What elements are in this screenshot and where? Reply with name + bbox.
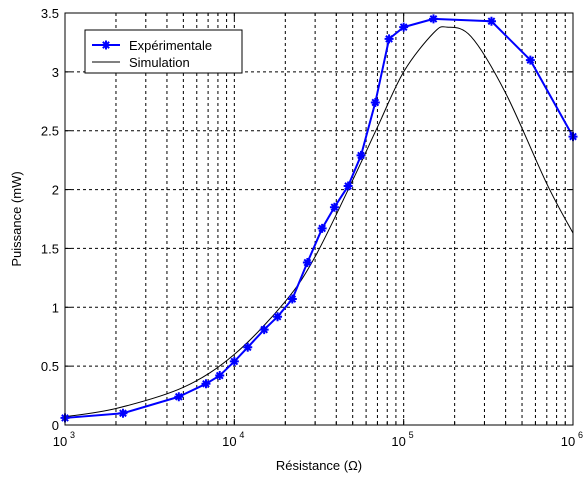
plot-frame xyxy=(64,12,574,426)
series-line-experimentale xyxy=(64,17,574,419)
tick-marks xyxy=(64,12,574,426)
legend-box xyxy=(84,29,243,74)
legend-label-simulation: Simulation xyxy=(129,55,190,70)
data-point-experimentale xyxy=(486,16,496,26)
grid xyxy=(65,13,573,425)
y-tick-label: 2 xyxy=(52,183,59,198)
data-point-experimentale xyxy=(329,202,339,212)
data-point-experimentale xyxy=(525,55,535,65)
series-line-simulation xyxy=(64,26,574,418)
data-point-experimentale xyxy=(317,223,327,233)
data-point-experimentale xyxy=(370,97,380,107)
data-point-experimentale xyxy=(229,356,239,366)
data-point-experimentale xyxy=(118,408,128,418)
legend-label-experimentale: Expérimentale xyxy=(129,38,212,53)
y-tick-label: 0.5 xyxy=(41,359,59,374)
y-tick-label: 3.5 xyxy=(41,6,59,21)
tick-labels: 00.511.522.533.510 3 10 4 10 5 10 6 xyxy=(41,6,583,449)
data-point-experimentale xyxy=(384,34,394,44)
x-tick-label-exponent: 3 xyxy=(70,430,75,440)
data-point-experimentale xyxy=(343,181,353,191)
data-point-experimentale xyxy=(287,294,297,304)
legend-marker-experimentale xyxy=(101,40,111,50)
legend-star-icon xyxy=(101,40,111,50)
x-axis-label: Résistance (Ω) xyxy=(276,458,362,473)
data-point-experimentale xyxy=(399,22,409,32)
data-point-experimentale xyxy=(201,379,211,389)
x-tick-label-exponent: 4 xyxy=(239,430,244,440)
data-point-experimentale xyxy=(174,392,184,402)
x-tick-label: 10 4 xyxy=(222,430,244,449)
x-tick-label-exponent: 5 xyxy=(409,430,414,440)
x-tick-label: 10 3 xyxy=(53,430,75,449)
legend: Expérimentale Simulation xyxy=(84,29,243,74)
data-point-experimentale xyxy=(302,258,312,268)
plot-area xyxy=(65,13,573,425)
y-tick-label: 1.5 xyxy=(41,241,59,256)
data-point-experimentale xyxy=(356,150,366,160)
y-tick-label: 3 xyxy=(52,65,59,80)
data-point-experimentale xyxy=(215,371,225,381)
x-tick-label-base: 10 xyxy=(391,434,405,449)
x-tick-label: 10 6 xyxy=(561,430,583,449)
data-point-experimentale xyxy=(428,14,438,24)
data-point-experimentale xyxy=(243,342,253,352)
x-tick-label-base: 10 xyxy=(561,434,575,449)
x-tick-label-exponent: 6 xyxy=(578,430,583,440)
y-tick-label: 0 xyxy=(52,418,59,433)
data-point-experimentale xyxy=(259,325,269,335)
y-tick-label: 2.5 xyxy=(41,124,59,139)
y-tick-label: 1 xyxy=(52,300,59,315)
x-tick-label-base: 10 xyxy=(222,434,236,449)
x-tick-label-base: 10 xyxy=(53,434,67,449)
y-axis-label: Puissance (mW) xyxy=(9,171,24,266)
data-point-experimentale xyxy=(273,312,283,322)
x-tick-label: 10 5 xyxy=(391,430,413,449)
